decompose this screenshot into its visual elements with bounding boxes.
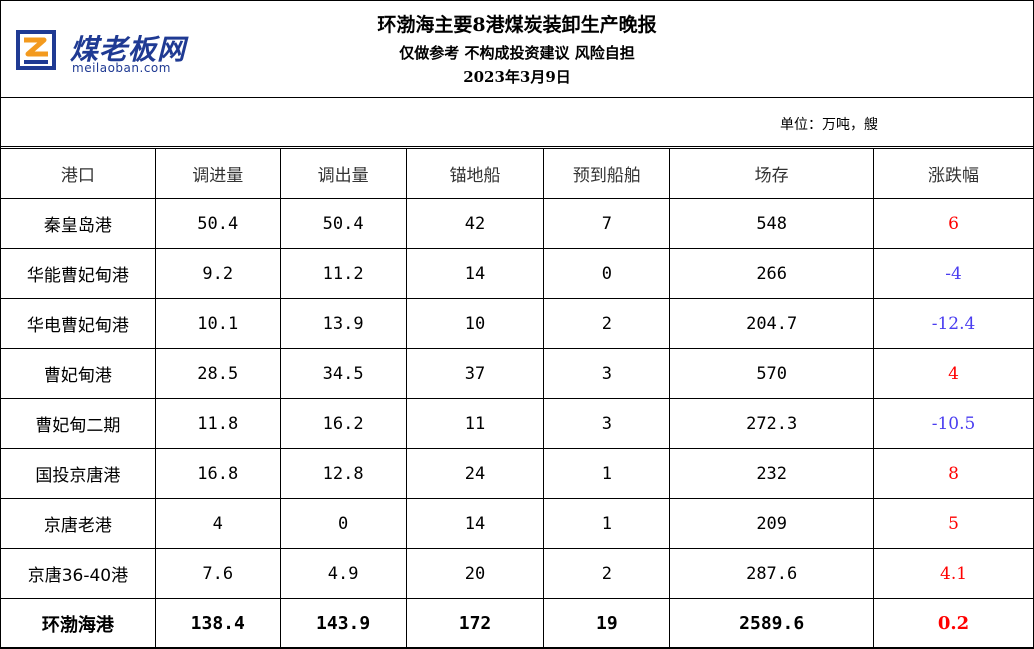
report-title: 环渤海主要8港煤炭装卸生产晚报 — [377, 14, 657, 36]
expected-cell: 7 — [543, 198, 671, 249]
in-cell: 138.4 — [154, 598, 281, 649]
col-header-change: 涨跌幅 — [873, 148, 1034, 199]
out-cell: 0 — [279, 498, 407, 549]
expected-cell: 1 — [543, 498, 671, 549]
anchor-cell: 24 — [405, 448, 545, 499]
port-cell: 曹妃甸港 — [0, 348, 156, 399]
port-cell: 京唐36-40港 — [0, 548, 156, 599]
out-cell: 34.5 — [279, 348, 407, 399]
change-cell: 0.2 — [873, 598, 1034, 649]
out-cell: 4.9 — [279, 548, 407, 599]
change-cell: 5 — [873, 498, 1034, 549]
col-header-port: 港口 — [0, 148, 156, 199]
table-row: 曹妃甸港 28.5 34.5 37 3 570 4 — [0, 348, 1034, 399]
out-cell: 50.4 — [279, 198, 407, 249]
expected-cell: 3 — [543, 398, 671, 449]
table-row: 京唐老港 4 0 14 1 209 5 — [0, 498, 1034, 549]
table-row: 国投京唐港 16.8 12.8 24 1 232 8 — [0, 448, 1034, 499]
expected-cell: 2 — [543, 548, 671, 599]
table-row: 华能曹妃甸港 9.2 11.2 14 0 266 -4 — [0, 248, 1034, 299]
anchor-cell: 172 — [405, 598, 545, 649]
disclaimer: 仅做参考 不构成投资建议 风险自担 — [399, 44, 635, 62]
col-header-anchor: 锚地船 — [405, 148, 545, 199]
site-logo: 煤老板网 meilaoban.com — [14, 26, 214, 76]
anchor-cell: 20 — [405, 548, 545, 599]
table-body: 秦皇岛港 50.4 50.4 42 7 548 6 华能曹妃甸港 9.2 11.2 14 0 266 -4… — [0, 198, 1034, 649]
change-cell: -10.5 — [873, 398, 1034, 449]
table-row: 京唐36-40港 7.6 4.9 20 2 287.6 4.1 — [0, 548, 1034, 599]
anchor-cell: 14 — [405, 498, 545, 549]
port-cell: 环渤海港 — [0, 598, 156, 649]
stock-cell: 232 — [669, 448, 875, 499]
out-cell: 11.2 — [279, 248, 407, 299]
out-cell: 143.9 — [279, 598, 407, 649]
port-cell: 秦皇岛港 — [0, 198, 156, 249]
port-table: 港口 调进量 调出量 锚地船 预到船舶 场存 涨跌幅 秦皇岛港 50.4 50.4 4… — [0, 148, 1034, 649]
col-header-out: 调出量 — [279, 148, 407, 199]
out-cell: 16.2 — [279, 398, 407, 449]
expected-cell: 19 — [543, 598, 671, 649]
out-cell: 13.9 — [279, 298, 407, 349]
report-header: 煤老板网 meilaoban.com 环渤海主要8港煤炭装卸生产晚报 仅做参考 … — [0, 0, 1034, 98]
port-cell: 京唐老港 — [0, 498, 156, 549]
change-cell: 6 — [873, 198, 1034, 249]
expected-cell: 1 — [543, 448, 671, 499]
logo-text: 煤老板网 — [70, 33, 187, 66]
in-cell: 10.1 — [154, 298, 281, 349]
change-cell: 8 — [873, 448, 1034, 499]
in-cell: 9.2 — [154, 248, 281, 299]
stock-cell: 570 — [669, 348, 875, 399]
logo-subtext: meilaoban.com — [72, 61, 171, 75]
report-date: 2023年3月9日 — [463, 68, 571, 86]
table-row: 曹妃甸二期 11.8 16.2 11 3 272.3 -10.5 — [0, 398, 1034, 449]
expected-cell: 2 — [543, 298, 671, 349]
col-header-stock: 场存 — [669, 148, 875, 199]
unit-label: 单位：万吨，艘 — [780, 117, 878, 133]
in-cell: 11.8 — [154, 398, 281, 449]
stock-cell: 272.3 — [669, 398, 875, 449]
table-row: 秦皇岛港 50.4 50.4 42 7 548 6 — [0, 198, 1034, 249]
expected-cell: 3 — [543, 348, 671, 399]
change-cell: -12.4 — [873, 298, 1034, 349]
port-cell: 华能曹妃甸港 — [0, 248, 156, 299]
anchor-cell: 37 — [405, 348, 545, 399]
expected-cell: 0 — [543, 248, 671, 299]
unit-bar: 单位：万吨，艘 — [0, 98, 1034, 147]
anchor-cell: 11 — [405, 398, 545, 449]
stock-cell: 287.6 — [669, 548, 875, 599]
in-cell: 16.8 — [154, 448, 281, 499]
in-cell: 50.4 — [154, 198, 281, 249]
anchor-cell: 14 — [405, 248, 545, 299]
stock-cell: 209 — [669, 498, 875, 549]
in-cell: 4 — [154, 498, 281, 549]
change-cell: 4.1 — [873, 548, 1034, 599]
table-total-row: 环渤海港 138.4 143.9 172 19 2589.6 0.2 — [0, 598, 1034, 649]
port-cell: 曹妃甸二期 — [0, 398, 156, 449]
stock-cell: 266 — [669, 248, 875, 299]
port-cell: 华电曹妃甸港 — [0, 298, 156, 349]
anchor-cell: 10 — [405, 298, 545, 349]
logo-mark-icon — [16, 30, 56, 70]
change-cell: -4 — [873, 248, 1034, 299]
change-cell: 4 — [873, 348, 1034, 399]
out-cell: 12.8 — [279, 448, 407, 499]
in-cell: 28.5 — [154, 348, 281, 399]
col-header-in: 调进量 — [154, 148, 281, 199]
col-header-expected: 预到船舶 — [543, 148, 671, 199]
table-header-row: 港口 调进量 调出量 锚地船 预到船舶 场存 涨跌幅 — [0, 148, 1034, 199]
stock-cell: 548 — [669, 198, 875, 249]
table-row: 华电曹妃甸港 10.1 13.9 10 2 204.7 -12.4 — [0, 298, 1034, 349]
in-cell: 7.6 — [154, 548, 281, 599]
stock-cell: 204.7 — [669, 298, 875, 349]
port-cell: 国投京唐港 — [0, 448, 156, 499]
stock-cell: 2589.6 — [669, 598, 875, 649]
anchor-cell: 42 — [405, 198, 545, 249]
